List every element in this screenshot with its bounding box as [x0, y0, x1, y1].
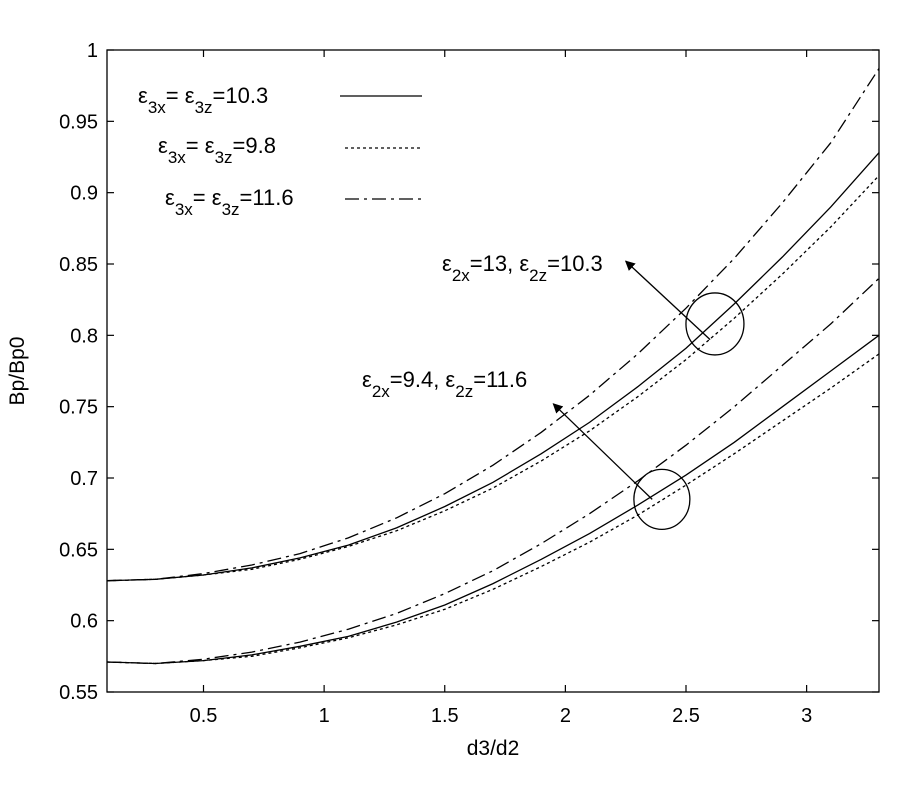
y-axis-ticks: 0.55 0.6 0.65 0.7 0.75 0.8 0.85 0.9 0.95 1	[59, 40, 879, 704]
x-tick-label: 2.5	[672, 705, 700, 727]
annotation-arrow-2	[552, 403, 653, 500]
series-line-lower-dashdot	[106, 277, 880, 665]
y-tick-label: 0.95	[59, 111, 98, 133]
x-axis-ticks: 0.5 1 1.5 2 2.5 3	[190, 50, 812, 727]
y-tick-label: 0.8	[70, 325, 98, 347]
y-tick-label: 1	[87, 40, 98, 62]
y-tick-label: 0.9	[70, 183, 98, 205]
y-tick-label: 0.7	[70, 468, 98, 490]
legend-label-dotted: ε3x= ε3z=9.8	[158, 133, 276, 167]
y-tick-label: 0.85	[59, 254, 98, 276]
annotation-layer: ε2x=13, ε2z=10.3 ε2x=9.4, ε2z=11.6	[362, 251, 745, 531]
x-tick-label: 3	[801, 705, 812, 727]
plot-frame	[106, 49, 880, 693]
x-tick-label: 2	[560, 705, 571, 727]
series-line-lower-dotted	[106, 353, 880, 665]
y-tick-label: 0.75	[59, 397, 98, 419]
annotation-label-1: ε2x=13, ε2z=10.3	[442, 251, 603, 285]
x-axis-label: d3/d2	[467, 737, 520, 760]
y-tick-label: 0.65	[59, 539, 98, 561]
group-circle-1	[685, 292, 745, 356]
y-tick-label: 0.6	[70, 611, 98, 633]
x-tick-label: 0.5	[190, 705, 218, 727]
group-circle-2	[633, 468, 691, 531]
legend: ε3x= ε3z=10.3 ε3x= ε3z=9.8 ε3x= ε3z=11.6	[138, 83, 425, 219]
legend-label-dashdot: ε3x= ε3z=11.6	[165, 185, 294, 219]
y-axis-label: Bp/Bp0	[6, 337, 29, 406]
x-tick-label: 1	[319, 705, 330, 727]
annotation-label-2: ε2x=9.4, ε2z=11.6	[362, 367, 527, 401]
series-line-upper-solid	[106, 152, 880, 582]
series-line-upper-dashdot	[106, 68, 880, 582]
y-tick-label: 0.55	[59, 682, 98, 704]
series-layer	[106, 68, 880, 665]
annotation-arrow-1	[624, 260, 711, 341]
legend-label-solid: ε3x= ε3z=10.3	[138, 83, 268, 117]
x-tick-label: 1.5	[431, 705, 459, 727]
series-line-lower-solid	[106, 334, 880, 665]
